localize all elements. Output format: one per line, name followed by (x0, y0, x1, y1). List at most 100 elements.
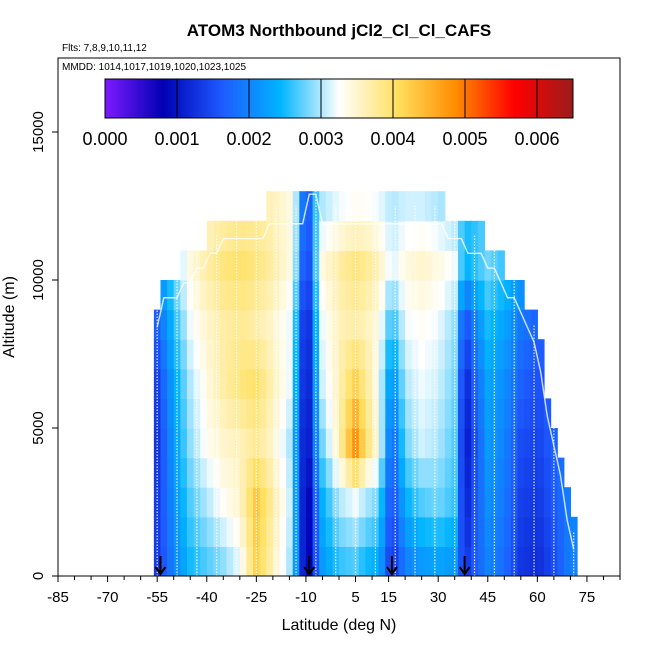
heatmap-cell (365, 220, 373, 251)
heatmap-cell (266, 309, 274, 340)
heatmap-cell (405, 250, 413, 281)
heatmap-cell (345, 339, 353, 370)
heatmap-cell (372, 487, 380, 518)
heatmap-cell (405, 457, 413, 488)
heatmap-cell (352, 280, 360, 311)
heatmap-cell (305, 516, 314, 547)
heatmap-cell (325, 280, 333, 311)
heatmap-cell (464, 457, 472, 488)
heatmap-cell (200, 368, 208, 399)
heatmap-cell (325, 250, 333, 281)
heatmap-cell (286, 250, 294, 281)
heatmap-cell (153, 487, 162, 518)
heatmap-cell (312, 280, 320, 311)
heatmap-cell (543, 546, 552, 576)
heatmap-cell (345, 428, 353, 459)
heatmap-cell (299, 280, 307, 311)
heatmap-cell (471, 487, 479, 518)
heatmap-cell (530, 339, 538, 370)
heatmap-cell (305, 339, 314, 370)
heatmap-cell (292, 309, 300, 340)
heatmap-cell (226, 398, 234, 429)
marker-arrow-head (154, 566, 167, 576)
heatmap-cell (180, 250, 188, 281)
heatmap-cell (504, 398, 512, 429)
heatmap-cell (233, 339, 241, 370)
heatmap-cell (444, 428, 452, 459)
heatmap-cell (206, 398, 214, 429)
heatmap-cell (458, 398, 466, 429)
heatmap-cell (517, 516, 525, 547)
heatmap-cell (286, 457, 294, 488)
heatmap-cell (167, 516, 175, 547)
heatmap-cell (510, 487, 519, 518)
heatmap-cell (239, 546, 248, 576)
heatmap-cell (477, 428, 486, 459)
heatmap-cell (464, 428, 472, 459)
marker-arrow-head (303, 566, 316, 576)
heatmap-cell (458, 546, 466, 576)
heatmap-cell (160, 280, 168, 311)
heatmap-cell (339, 309, 347, 340)
heatmap-cell (160, 339, 168, 370)
heatmap-cell (200, 280, 208, 311)
heatmap-cell (200, 457, 208, 488)
heatmap-cell (286, 398, 294, 429)
heatmap-cell (543, 457, 552, 488)
heatmap-cell (279, 368, 287, 399)
heatmap-cell (418, 250, 426, 281)
heatmap-cell (305, 457, 314, 488)
heatmap-cell (372, 280, 380, 311)
heatmap-cell (213, 280, 221, 311)
heatmap-cell (398, 191, 406, 222)
heatmap-cell (378, 457, 386, 488)
heatmap-cell (305, 398, 314, 429)
heatmap-cell (253, 309, 261, 340)
heatmap-cell (246, 457, 254, 488)
heatmap-cell (477, 398, 486, 429)
heatmap-cell (206, 368, 214, 399)
heatmap-cell (345, 191, 353, 222)
heatmap-cell (517, 546, 525, 576)
heatmap-cell (167, 280, 175, 311)
heatmap-cell (504, 339, 512, 370)
heatmap-cell (530, 487, 538, 518)
heatmap-cell (292, 280, 300, 311)
heatmap-cell (497, 280, 505, 311)
heatmap-cell (246, 309, 254, 340)
heatmap-cell (173, 516, 181, 547)
heatmap-cell (193, 339, 201, 370)
heatmap-cell (259, 428, 267, 459)
heatmap-cell (491, 487, 499, 518)
heatmap-cell (186, 280, 195, 311)
heatmap-cell (219, 487, 228, 518)
heatmap-cell (345, 250, 353, 281)
heatmap-cell (497, 309, 505, 340)
heatmap-cell (266, 250, 274, 281)
heatmap-cell (226, 339, 234, 370)
heatmap-cell (517, 398, 525, 429)
heatmap-cell (424, 487, 433, 518)
heatmap-cell (497, 546, 505, 576)
dates-note: MMDD: 1014,1017,1019,1020,1023,1025 (62, 62, 246, 73)
heatmap-cell (246, 339, 254, 370)
heatmap-cell (451, 546, 459, 576)
heatmap-cell (239, 516, 248, 547)
heatmap-cell (378, 339, 386, 370)
heatmap-cell (286, 220, 294, 251)
heatmap-cell (279, 220, 287, 251)
heatmap-cell (477, 220, 486, 251)
heatmap-cell (200, 487, 208, 518)
heatmap-cell (358, 487, 367, 518)
heatmap-cell (398, 546, 406, 576)
heatmap-cell (491, 546, 499, 576)
heatmap-cell (200, 428, 208, 459)
colorbar-ticks: 0.000 0.001 0.002 0.003 0.004 0.005 0.006 (82, 79, 560, 149)
heatmap-cell (266, 457, 274, 488)
heatmap-cell (372, 339, 380, 370)
heatmap-cell (378, 428, 386, 459)
heatmap-cell (345, 220, 353, 251)
heatmap-cell (444, 250, 452, 281)
heatmap-cell (471, 516, 479, 547)
heatmap-cell (484, 546, 492, 576)
